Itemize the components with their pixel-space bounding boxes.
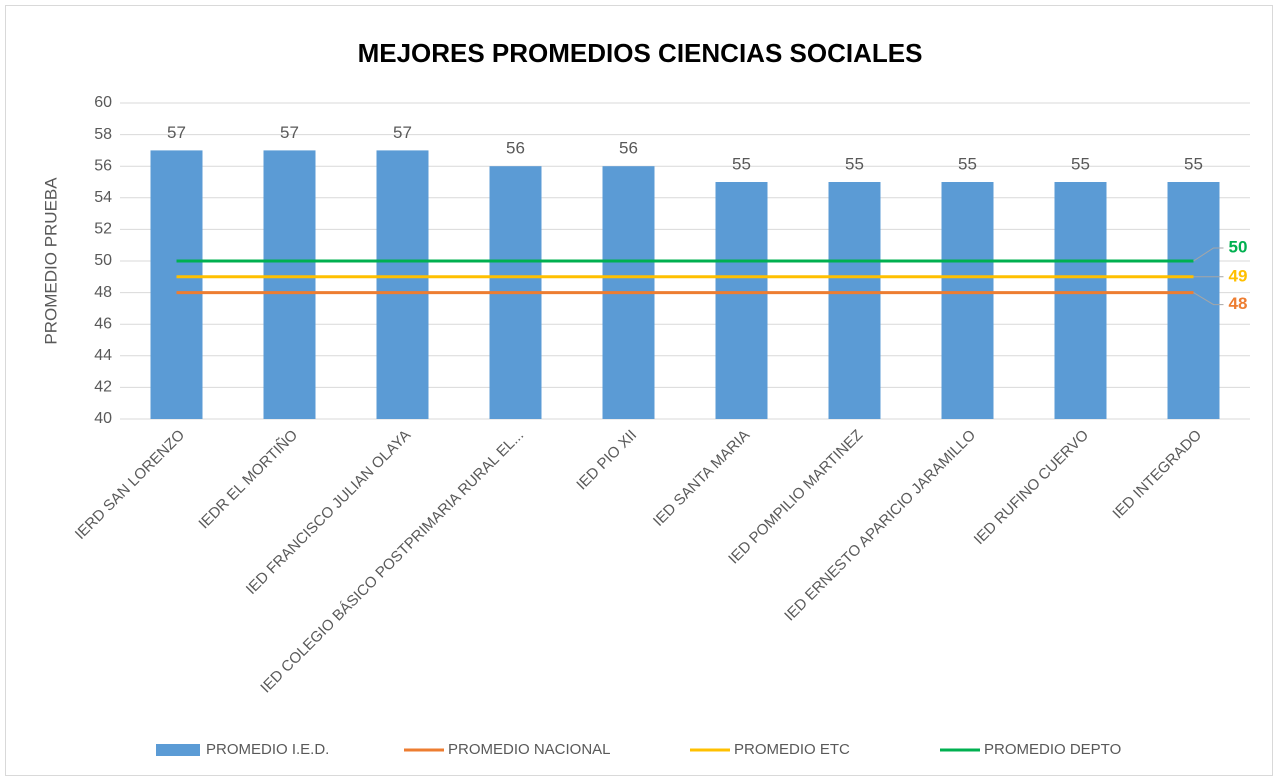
bar [1054, 182, 1107, 419]
y-tick-label: 44 [94, 347, 112, 364]
leader-line [1193, 292, 1224, 306]
y-tick-label: 46 [94, 315, 112, 332]
legend-label: PROMEDIO DEPTO [984, 741, 1121, 758]
legend-label: PROMEDIO NACIONAL [448, 741, 611, 758]
data-label: 57 [280, 123, 299, 142]
leader-line [1193, 247, 1224, 262]
data-label: 55 [958, 154, 977, 173]
bar [941, 182, 994, 419]
bar [263, 150, 316, 419]
data-label: 49 [1229, 266, 1248, 285]
bar [376, 150, 429, 419]
chart-title: MEJORES PROMEDIOS CIENCIAS SOCIALES [358, 38, 923, 68]
y-tick-label: 40 [94, 410, 112, 427]
data-label: 56 [619, 139, 638, 158]
y-tick-label: 54 [94, 189, 112, 206]
bar [150, 150, 203, 419]
data-label: 57 [167, 123, 186, 142]
bar [1167, 182, 1220, 419]
data-label: 50 [1229, 237, 1248, 256]
bar [828, 182, 881, 419]
y-axis-label: PROMEDIO PRUEBA [41, 177, 60, 345]
legend-label: PROMEDIO ETC [734, 741, 850, 758]
data-label: 57 [393, 123, 412, 142]
bar [715, 182, 768, 419]
y-tick-label: 60 [94, 94, 112, 111]
data-label: 55 [1071, 154, 1090, 173]
data-label: 48 [1229, 294, 1248, 313]
y-tick-label: 42 [94, 379, 112, 396]
legend-swatch [156, 744, 200, 756]
y-tick-label: 50 [94, 252, 112, 269]
y-tick-label: 58 [94, 126, 112, 143]
data-label: 55 [845, 154, 864, 173]
legend-label: PROMEDIO I.E.D. [206, 741, 329, 758]
data-label: 56 [506, 139, 525, 158]
data-label: 55 [1184, 154, 1203, 173]
y-tick-label: 56 [94, 157, 112, 174]
y-tick-label: 52 [94, 221, 112, 238]
data-label: 55 [732, 154, 751, 173]
y-tick-label: 48 [94, 284, 112, 301]
